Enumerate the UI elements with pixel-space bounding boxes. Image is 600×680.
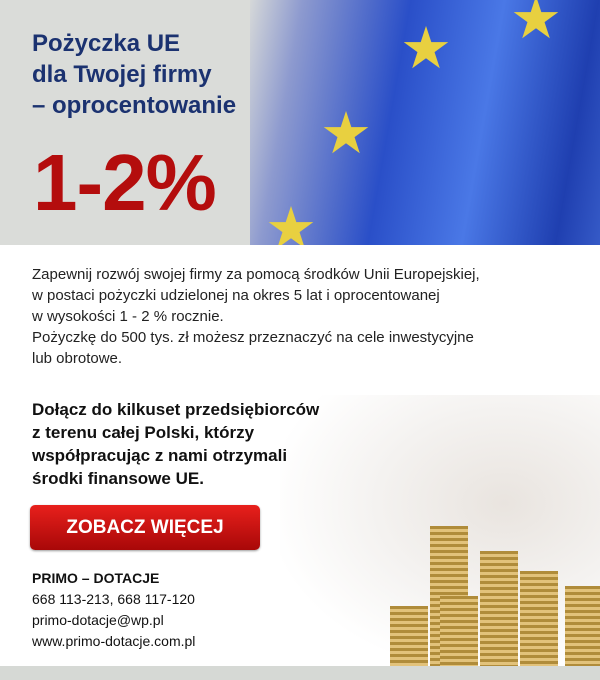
- highlight-line: środki finansowe UE.: [32, 469, 204, 488]
- phone-numbers: 668 113-213, 668 117-120: [32, 591, 195, 607]
- star-icon: ★: [400, 16, 452, 81]
- description-line: w wysokości 1 - 2 % rocznie.: [32, 308, 224, 325]
- description-line: Pożyczkę do 500 tys. zł możesz przeznacz…: [32, 329, 474, 346]
- description-line: w postaci pożyczki udzielonej na okres 5…: [32, 287, 440, 304]
- highlight-line: współpracując z nami otrzymali: [32, 446, 288, 465]
- company-name: PRIMO – DOTACJE: [32, 570, 160, 586]
- website-link[interactable]: www.primo-dotacje.com.pl: [32, 633, 196, 649]
- highlight-line: z terenu całej Polski, którzy: [32, 423, 255, 442]
- star-icon: ★: [265, 196, 317, 246]
- description-line: lub obrotowe.: [32, 350, 123, 367]
- footer-strip: [0, 666, 600, 680]
- headline-line: Pożyczka UE: [32, 30, 181, 57]
- eu-flag-image: ★ ★ ★ ★: [250, 0, 600, 245]
- star-icon: ★: [510, 0, 562, 51]
- email-link[interactable]: primo-dotacje@wp.pl: [32, 612, 164, 628]
- description-line: Zapewnij rozwój swojej firmy za pomocą ś…: [32, 266, 480, 283]
- headline-line: – oprocentowanie: [32, 92, 237, 119]
- headline: Pożyczka UE dla Twojej firmy – oprocento…: [32, 28, 236, 121]
- see-more-button[interactable]: ZOBACZ WIĘCEJ: [30, 505, 260, 550]
- description: Zapewnij rozwój swojej firmy za pomocą ś…: [32, 264, 480, 369]
- highlight-line: Dołącz do kilkuset przedsiębiorców: [32, 400, 320, 419]
- coins-hand-image: [280, 395, 600, 666]
- interest-rate: 1-2%: [33, 138, 217, 227]
- hero-banner: ★ ★ ★ ★ Pożyczka UE dla Twojej firmy – o…: [0, 0, 600, 245]
- star-icon: ★: [320, 101, 372, 166]
- contact-info: PRIMO – DOTACJE 668 113-213, 668 117-120…: [32, 568, 195, 652]
- headline-line: dla Twojej firmy: [32, 61, 212, 88]
- highlight-text: Dołącz do kilkuset przedsiębiorców z ter…: [32, 398, 319, 490]
